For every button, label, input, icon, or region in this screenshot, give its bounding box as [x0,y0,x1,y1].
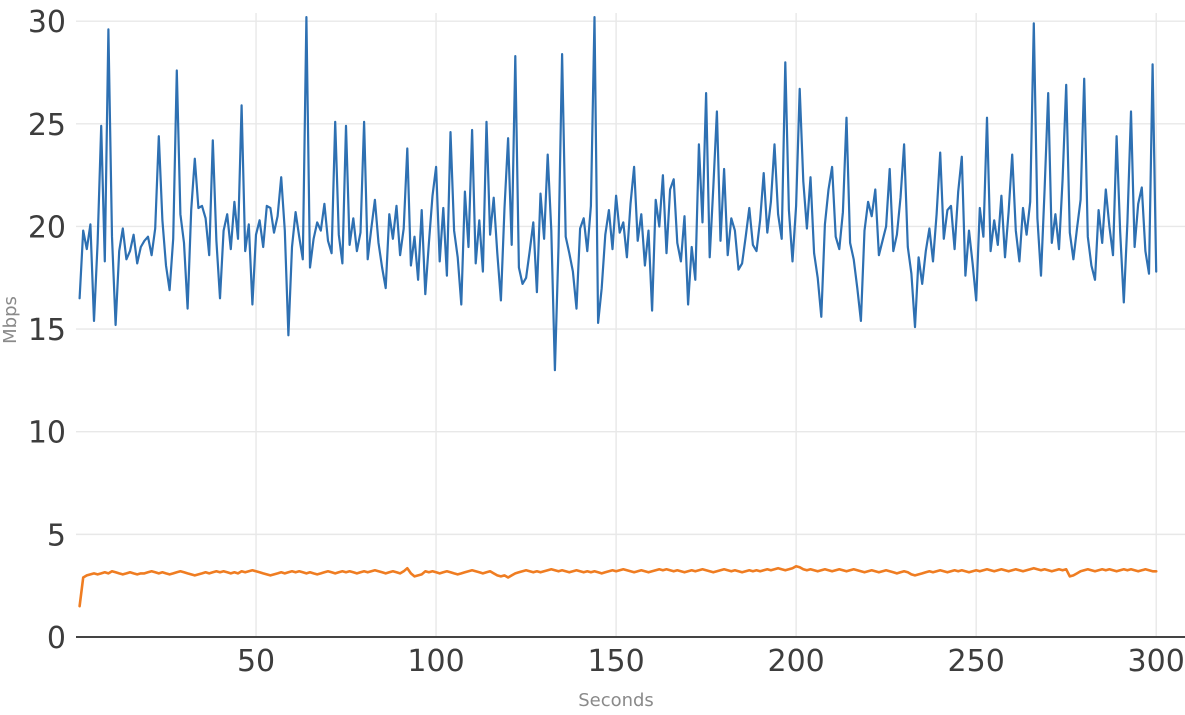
y-tick-labels: 0 5 10 15 20 25 30 [28,5,66,656]
x-tick-label: 100 [407,644,464,679]
x-tick-label: 150 [587,644,644,679]
y-tick-label: 15 [28,313,66,348]
x-tick-labels: 50 100 150 200 250 300 [237,644,1185,679]
y-tick-label: 25 [28,108,66,143]
orange-series-line [78,564,1158,608]
y-tick-label: 10 [28,416,66,451]
series-lines [78,16,1158,608]
y-tick-label: 20 [28,210,66,245]
y-tick-label: 5 [47,518,66,553]
y-axis-title: Mbps [0,296,21,344]
plot-area[interactable] [76,13,1185,637]
x-axis-title: Seconds [578,690,654,711]
x-tick-label: 300 [1128,644,1185,679]
y-tick-label: 30 [28,5,66,40]
x-tick-label: 250 [948,644,1005,679]
x-tick-label: 50 [237,644,275,679]
y-tick-label: 0 [47,621,66,656]
x-gridlines [255,13,1157,637]
blue-series-line [78,16,1158,372]
x-tick-label: 200 [767,644,824,679]
